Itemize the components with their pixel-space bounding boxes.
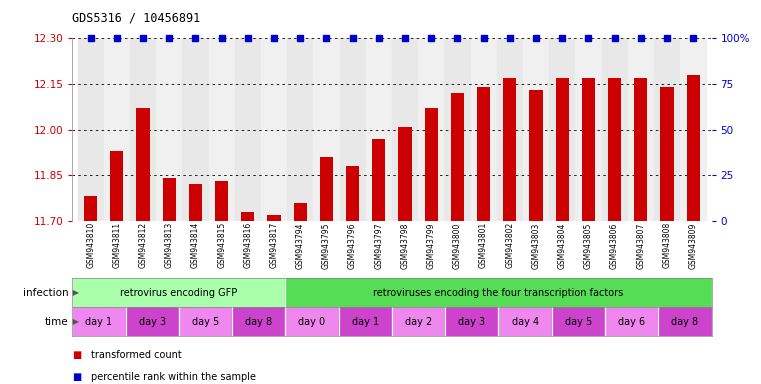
Bar (392, 307, 445, 336)
Bar (451, 93, 464, 221)
Bar (285, 278, 712, 307)
Bar (654, 38, 680, 221)
Bar (372, 139, 385, 221)
Text: infection: infection (23, 288, 68, 298)
Bar (189, 184, 202, 221)
Text: ▶: ▶ (70, 288, 79, 297)
Bar (582, 78, 595, 221)
Bar (366, 38, 392, 221)
Bar (287, 38, 314, 221)
Bar (634, 78, 648, 221)
Bar (601, 38, 628, 221)
Bar (130, 38, 156, 221)
Bar (556, 78, 568, 221)
Bar (608, 78, 621, 221)
Bar (72, 278, 285, 307)
Text: day 3: day 3 (139, 316, 166, 327)
Bar (136, 108, 150, 221)
Bar (552, 307, 605, 336)
Text: day 4: day 4 (511, 316, 539, 327)
Bar (346, 166, 359, 221)
Bar (530, 90, 543, 221)
Text: day 1: day 1 (352, 316, 379, 327)
Bar (110, 151, 123, 221)
Text: day 8: day 8 (671, 316, 699, 327)
Text: ▶: ▶ (70, 317, 79, 326)
Text: day 5: day 5 (192, 316, 219, 327)
Bar (523, 38, 549, 221)
Bar (680, 38, 706, 221)
Bar (234, 38, 261, 221)
Text: retrovirus encoding GFP: retrovirus encoding GFP (120, 288, 237, 298)
Bar (661, 87, 673, 221)
Bar (658, 307, 712, 336)
Bar (477, 87, 490, 221)
Bar (285, 307, 339, 336)
Bar (294, 203, 307, 221)
Bar (445, 307, 498, 336)
Bar (103, 38, 130, 221)
Text: ■: ■ (72, 350, 81, 360)
Bar (339, 307, 392, 336)
Bar (425, 108, 438, 221)
Bar (497, 38, 523, 221)
Bar (261, 38, 287, 221)
Text: retroviruses encoding the four transcription factors: retroviruses encoding the four transcrip… (374, 288, 623, 298)
Bar (339, 38, 366, 221)
Text: day 0: day 0 (298, 316, 326, 327)
Bar (179, 307, 232, 336)
Bar (392, 38, 418, 221)
Bar (84, 197, 97, 221)
Text: GDS5316 / 10456891: GDS5316 / 10456891 (72, 12, 201, 25)
Bar (72, 307, 126, 336)
Bar (549, 38, 575, 221)
Bar (686, 75, 700, 221)
Bar (503, 78, 517, 221)
Bar (314, 38, 339, 221)
Bar (156, 38, 183, 221)
Bar (399, 127, 412, 221)
Bar (241, 212, 254, 221)
Bar (575, 38, 601, 221)
Bar (320, 157, 333, 221)
Bar (267, 215, 281, 221)
Text: day 1: day 1 (85, 316, 113, 327)
Text: day 6: day 6 (618, 316, 645, 327)
Bar (418, 38, 444, 221)
Bar (605, 307, 658, 336)
Text: time: time (45, 316, 68, 327)
Bar (209, 38, 234, 221)
Text: percentile rank within the sample: percentile rank within the sample (91, 372, 256, 382)
Bar (232, 307, 285, 336)
Text: day 5: day 5 (565, 316, 592, 327)
Text: day 3: day 3 (458, 316, 486, 327)
Bar (183, 38, 209, 221)
Text: transformed count: transformed count (91, 350, 182, 360)
Text: day 8: day 8 (245, 316, 272, 327)
Bar (470, 38, 497, 221)
Bar (215, 181, 228, 221)
Bar (444, 38, 470, 221)
Text: ■: ■ (72, 372, 81, 382)
Bar (126, 307, 179, 336)
Bar (628, 38, 654, 221)
Bar (498, 307, 552, 336)
Bar (163, 178, 176, 221)
Bar (78, 38, 103, 221)
Text: day 2: day 2 (405, 316, 432, 327)
